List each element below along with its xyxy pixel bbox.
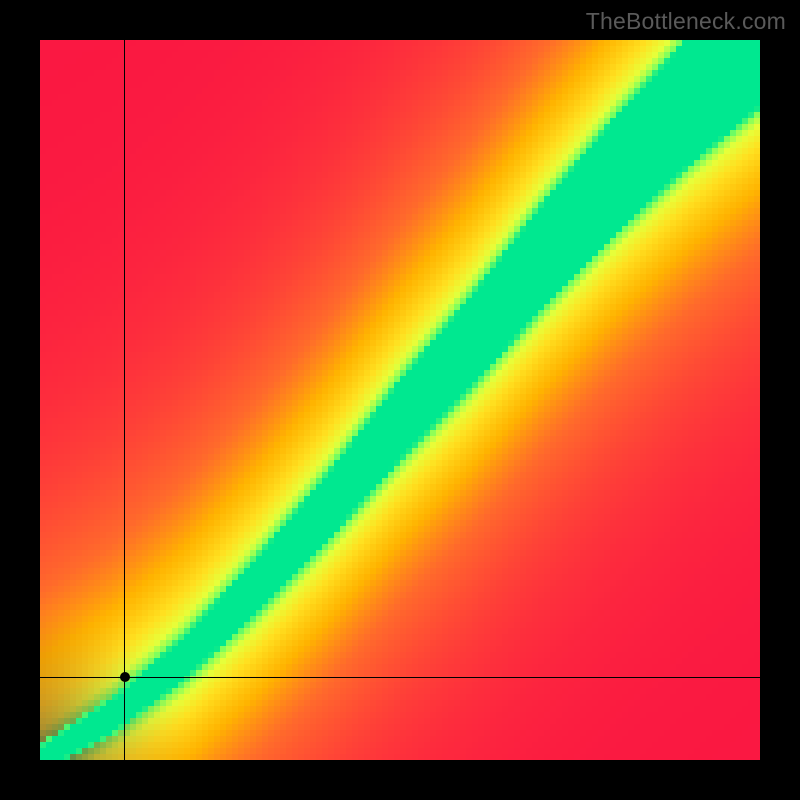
heatmap-plot [40,40,760,760]
watermark-text: TheBottleneck.com [586,8,786,35]
crosshair-vertical [124,40,125,760]
heatmap-canvas [40,40,760,760]
crosshair-horizontal [40,677,760,678]
